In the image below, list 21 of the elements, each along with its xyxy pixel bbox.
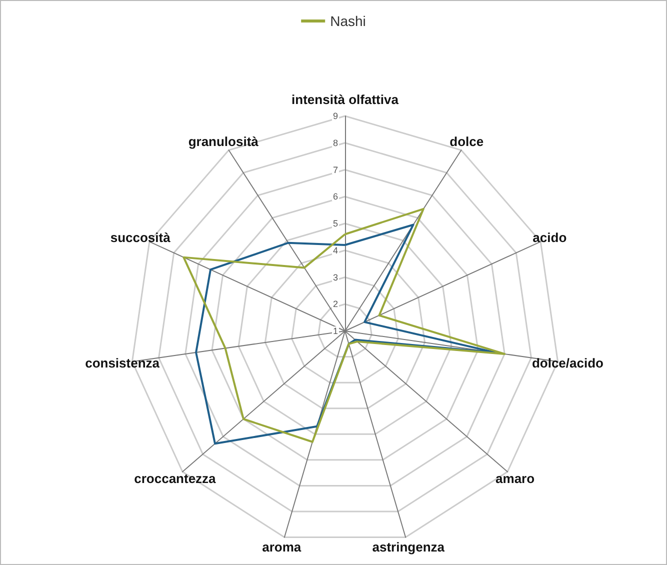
y-tick-label: 4 [332,245,338,256]
spoke-label: intensità olfattiva [292,92,400,107]
spoke-label: dolce/acido [532,356,604,371]
spoke-label: acido [532,230,567,246]
y-tick-label: 2 [332,299,338,310]
y-tick-label: 5 [332,218,338,228]
spoke-label: consistenza [85,356,160,371]
spoke-label: astringenza [372,539,446,554]
legend-label: Nashi [330,13,366,29]
spoke-label: succosità [110,230,172,246]
spoke-label: croccantezza [134,470,217,486]
y-tick-label: 9 [332,111,338,121]
spoke-label: dolce [450,134,484,150]
y-tick-label: 3 [332,272,338,282]
spoke-label: granulosità [188,134,260,150]
y-tick-label: 6 [332,192,338,202]
spoke-label: aroma [262,539,302,554]
spoke-label: amaro [496,470,535,486]
y-tick-label: 1 [332,326,338,336]
y-tick-label: 8 [332,138,338,148]
y-tick-label: 7 [332,164,338,175]
